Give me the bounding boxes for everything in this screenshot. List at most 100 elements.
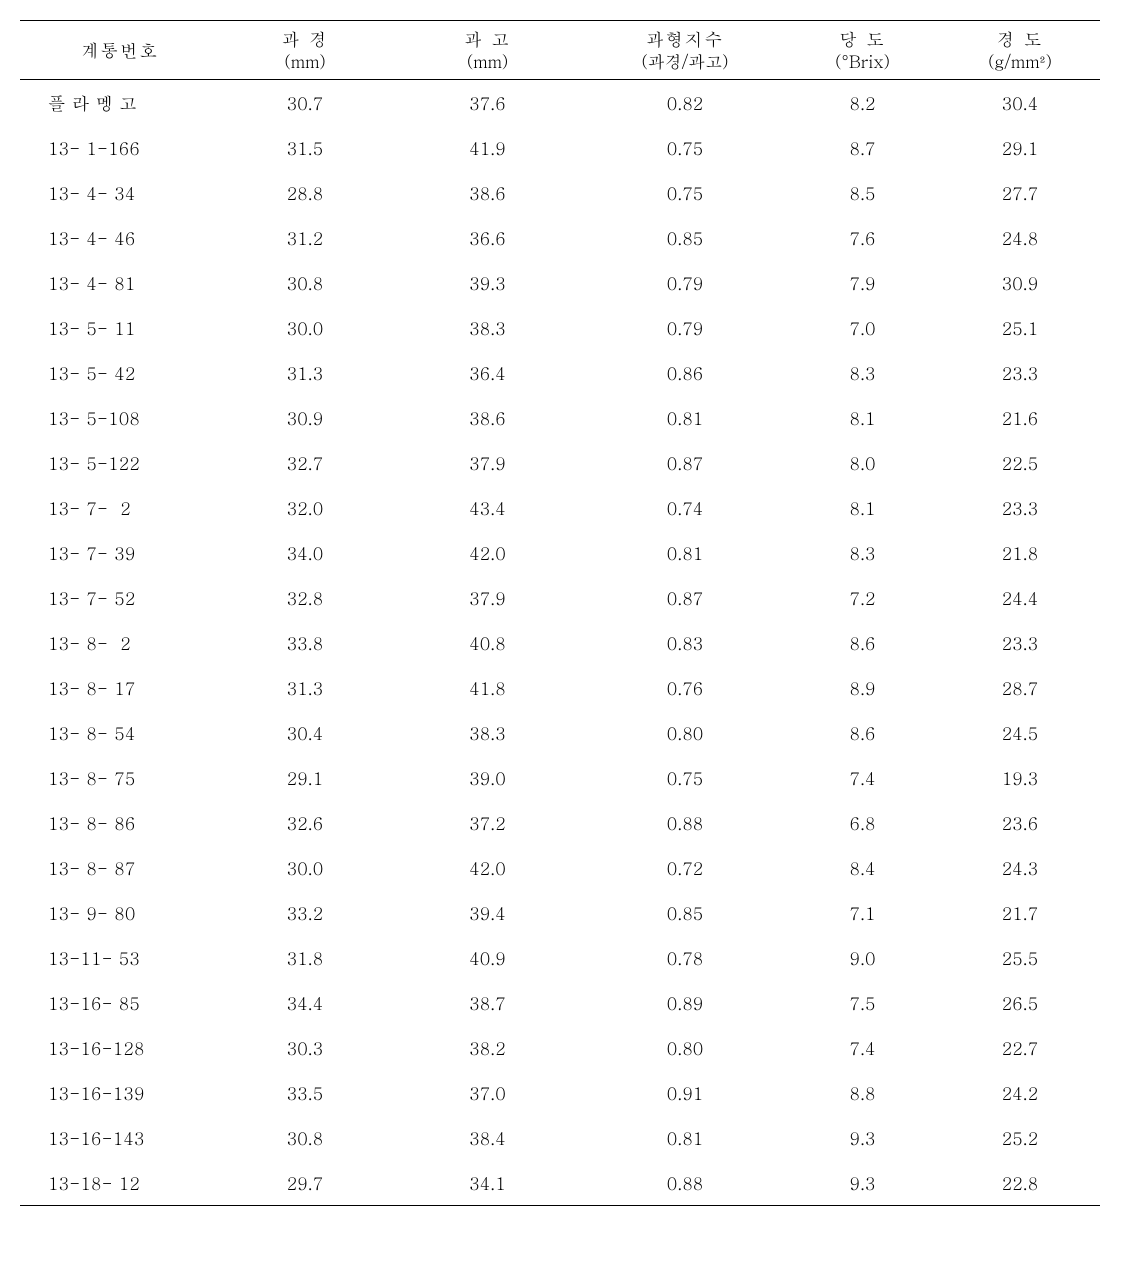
cell-value: 39.3 xyxy=(390,260,585,305)
col-header-line-no: 계통번호 xyxy=(20,21,220,80)
table-row: 13- 8- 233.840.80.838.623.3 xyxy=(20,620,1100,665)
cell-value: 30.8 xyxy=(220,260,390,305)
table-row: 13- 7- 3934.042.00.818.321.8 xyxy=(20,530,1100,575)
cell-value: 0.85 xyxy=(585,215,785,260)
col-header-shape-index: 과형지수 (과경/과고) xyxy=(585,21,785,80)
cell-value: 24.5 xyxy=(940,710,1100,755)
cell-value: 29.1 xyxy=(220,755,390,800)
cell-value: 30.4 xyxy=(940,80,1100,126)
cell-value: 37.9 xyxy=(390,575,585,620)
cell-line-id: 13- 8- 17 xyxy=(20,665,220,710)
cell-value: 0.88 xyxy=(585,1160,785,1206)
cell-value: 0.79 xyxy=(585,305,785,350)
table-row: 13-11- 5331.840.90.789.025.5 xyxy=(20,935,1100,980)
cell-value: 30.0 xyxy=(220,845,390,890)
cell-value: 38.4 xyxy=(390,1115,585,1160)
cell-line-id: 13- 8- 86 xyxy=(20,800,220,845)
cell-value: 7.4 xyxy=(785,1025,940,1070)
cell-value: 43.4 xyxy=(390,485,585,530)
cell-line-id: 13-16-143 xyxy=(20,1115,220,1160)
cell-line-id: 13-16- 85 xyxy=(20,980,220,1025)
cell-value: 0.75 xyxy=(585,755,785,800)
cell-value: 23.3 xyxy=(940,485,1100,530)
cell-value: 0.87 xyxy=(585,575,785,620)
cell-value: 25.5 xyxy=(940,935,1100,980)
cell-value: 7.1 xyxy=(785,890,940,935)
cell-value: 40.8 xyxy=(390,620,585,665)
cell-value: 0.80 xyxy=(585,710,785,755)
cell-value: 30.4 xyxy=(220,710,390,755)
cell-value: 0.72 xyxy=(585,845,785,890)
cell-value: 31.3 xyxy=(220,350,390,395)
cell-line-id: 13- 5- 11 xyxy=(20,305,220,350)
table-row: 13- 7- 5232.837.90.877.224.4 xyxy=(20,575,1100,620)
cell-line-id: 13- 5-122 xyxy=(20,440,220,485)
table-row: 13- 5- 1130.038.30.797.025.1 xyxy=(20,305,1100,350)
cell-line-id: 13-16-139 xyxy=(20,1070,220,1115)
cell-value: 24.3 xyxy=(940,845,1100,890)
cell-value: 42.0 xyxy=(390,845,585,890)
cell-line-id: 13- 7- 39 xyxy=(20,530,220,575)
table-row: 13- 8- 8632.637.20.886.823.6 xyxy=(20,800,1100,845)
cell-value: 25.2 xyxy=(940,1115,1100,1160)
cell-value: 0.80 xyxy=(585,1025,785,1070)
cell-value: 29.7 xyxy=(220,1160,390,1206)
cell-value: 19.3 xyxy=(940,755,1100,800)
cell-line-id: 13-18- 12 xyxy=(20,1160,220,1206)
cell-line-id: 13- 7- 2 xyxy=(20,485,220,530)
cell-line-id: 13- 4- 34 xyxy=(20,170,220,215)
cell-value: 7.2 xyxy=(785,575,940,620)
cell-value: 7.5 xyxy=(785,980,940,1025)
cell-value: 0.76 xyxy=(585,665,785,710)
cell-value: 0.79 xyxy=(585,260,785,305)
cell-value: 30.0 xyxy=(220,305,390,350)
cell-value: 30.8 xyxy=(220,1115,390,1160)
cell-value: 32.7 xyxy=(220,440,390,485)
cell-value: 33.5 xyxy=(220,1070,390,1115)
table-row: 13- 5-10830.938.60.818.121.6 xyxy=(20,395,1100,440)
cell-value: 23.3 xyxy=(940,350,1100,395)
cell-value: 6.8 xyxy=(785,800,940,845)
cell-value: 34.1 xyxy=(390,1160,585,1206)
table-row: 13- 4- 8130.839.30.797.930.9 xyxy=(20,260,1100,305)
cell-value: 36.4 xyxy=(390,350,585,395)
cell-value: 8.8 xyxy=(785,1070,940,1115)
col-header-sugar: 당 도 (°Brix) xyxy=(785,21,940,80)
cell-line-id: 13- 5-108 xyxy=(20,395,220,440)
cell-value: 22.7 xyxy=(940,1025,1100,1070)
cell-value: 0.83 xyxy=(585,620,785,665)
table-row: 13- 8- 7529.139.00.757.419.3 xyxy=(20,755,1100,800)
cell-value: 33.2 xyxy=(220,890,390,935)
cell-line-id: 13- 8- 87 xyxy=(20,845,220,890)
cell-value: 34.4 xyxy=(220,980,390,1025)
table-row: 13- 9- 8033.239.40.857.121.7 xyxy=(20,890,1100,935)
cell-value: 37.6 xyxy=(390,80,585,126)
table-row: 13- 7- 232.043.40.748.123.3 xyxy=(20,485,1100,530)
cell-value: 26.5 xyxy=(940,980,1100,1025)
cell-value: 0.75 xyxy=(585,125,785,170)
cell-value: 37.0 xyxy=(390,1070,585,1115)
cell-value: 0.86 xyxy=(585,350,785,395)
table-row: 13-16-14330.838.40.819.325.2 xyxy=(20,1115,1100,1160)
cell-value: 30.3 xyxy=(220,1025,390,1070)
table-row: 13- 8- 1731.341.80.768.928.7 xyxy=(20,665,1100,710)
cell-value: 21.6 xyxy=(940,395,1100,440)
cell-value: 9.3 xyxy=(785,1115,940,1160)
table-row: 13-18- 1229.734.10.889.322.8 xyxy=(20,1160,1100,1206)
cell-value: 0.88 xyxy=(585,800,785,845)
cell-value: 36.6 xyxy=(390,215,585,260)
cell-value: 21.8 xyxy=(940,530,1100,575)
cell-value: 41.8 xyxy=(390,665,585,710)
cell-line-id: 13- 9- 80 xyxy=(20,890,220,935)
cell-value: 0.81 xyxy=(585,395,785,440)
cell-line-id: 13-11- 53 xyxy=(20,935,220,980)
cell-value: 0.81 xyxy=(585,1115,785,1160)
cell-value: 28.8 xyxy=(220,170,390,215)
table-row: 13-16-12830.338.20.807.422.7 xyxy=(20,1025,1100,1070)
cell-value: 7.9 xyxy=(785,260,940,305)
cell-value: 8.3 xyxy=(785,350,940,395)
table-body: 플 라 멩 고30.737.60.828.230.413- 1-16631.54… xyxy=(20,80,1100,1206)
cell-value: 33.8 xyxy=(220,620,390,665)
cell-value: 38.3 xyxy=(390,305,585,350)
cell-line-id: 13-16-128 xyxy=(20,1025,220,1070)
